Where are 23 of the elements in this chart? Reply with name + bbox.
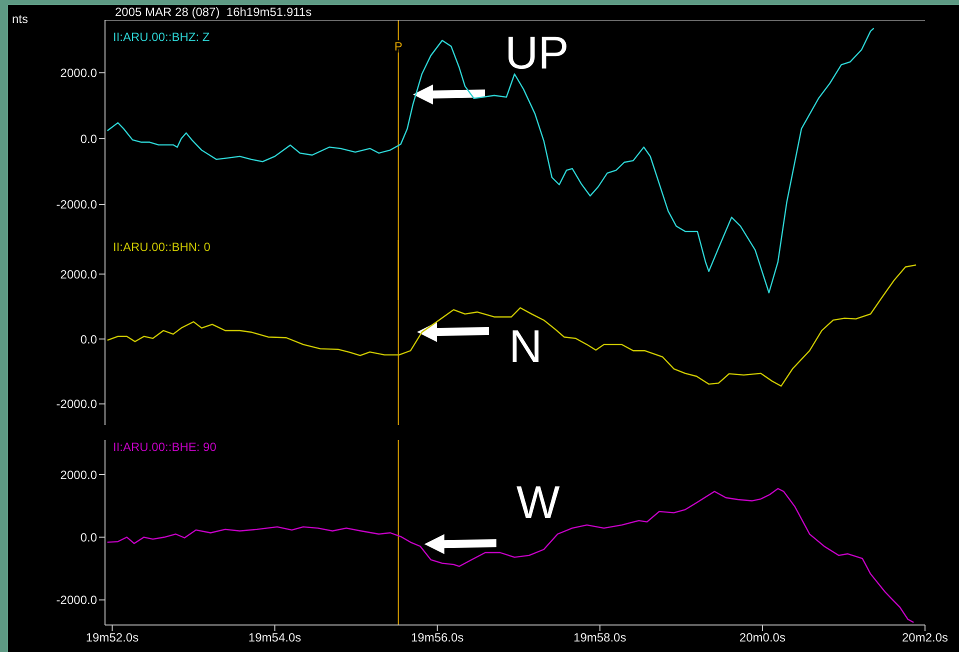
y-tick-label: 0.0	[80, 332, 98, 346]
y-tick-label: 2000.0	[60, 66, 98, 80]
y-axis-title: nts	[12, 12, 28, 26]
x-tick-label: 20m2.0s	[902, 630, 948, 645]
x-tick-label: 19m54.0s	[248, 630, 302, 645]
y-tick-label: -2000.0	[56, 198, 98, 212]
annotation: W	[516, 476, 560, 528]
y-tick-label: 2000.0	[60, 468, 98, 482]
x-tick-label: 19m56.0s	[410, 630, 464, 645]
y-tick-label: -2000.0	[56, 593, 98, 608]
annotation: UP	[504, 26, 569, 79]
y-tick-label: 0.0	[80, 132, 98, 146]
annotation: N	[509, 320, 542, 372]
x-tick-label: 19m58.0s	[574, 630, 626, 645]
x-tick-label: 20m0.0s	[739, 630, 786, 645]
x-tick-label: 19m52.0s	[86, 630, 139, 645]
text: II:ARU.00::BHN: 0	[113, 240, 210, 254]
text: II:ARU.00::BHE: 90	[113, 440, 216, 454]
y-tick-label: 2000.0	[60, 267, 98, 282]
chart-title: 2005 MAR 28 (087) 16h19m51.911s	[115, 5, 312, 19]
y-tick-label: 0.0	[80, 530, 98, 544]
y-tick-label: -2000.0	[56, 397, 98, 412]
text: II:ARU.00::BHZ: Z	[113, 30, 210, 44]
